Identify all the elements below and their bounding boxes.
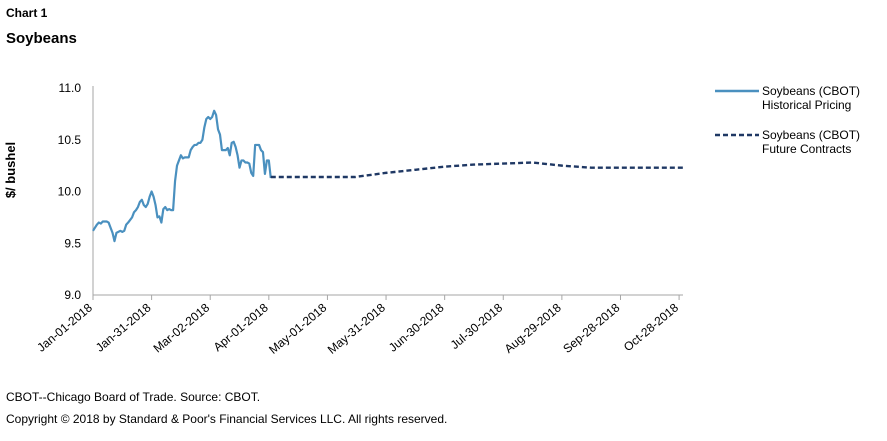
y-tick-label: 10.0	[58, 185, 82, 199]
chart-label: Chart 1	[6, 6, 48, 20]
series-line-historical	[92, 109, 272, 243]
legend-label-future-line2: Future Contracts	[762, 142, 852, 156]
source-note: CBOT--Chicago Board of Trade. Source: CB…	[6, 390, 261, 404]
chart-title: Soybeans	[6, 30, 77, 47]
x-tick-label: Jul-30-2018	[448, 300, 506, 352]
y-tick-label: 10.5	[58, 133, 82, 147]
legend-item-future: Soybeans (CBOT) Future Contracts	[712, 128, 887, 156]
x-tick-label: Mar-02-2018	[151, 300, 213, 355]
x-tick-label: Oct-28-2018	[621, 300, 681, 354]
legend: Soybeans (CBOT) Historical Pricing Soybe…	[712, 84, 887, 172]
legend-swatch-historical	[712, 84, 762, 98]
x-tick-label: May-01-2018	[266, 300, 329, 356]
legend-label-historical-line2: Historical Pricing	[762, 98, 852, 112]
x-tick-label: Aug-29-2018	[502, 300, 564, 356]
x-tick-label: Sep-28-2018	[560, 300, 622, 356]
x-tick-label: Jan-31-2018	[93, 300, 154, 354]
legend-item-historical: Soybeans (CBOT) Historical Pricing	[712, 84, 887, 112]
legend-label-future: Soybeans (CBOT) Future Contracts	[762, 128, 860, 156]
legend-label-future-line1: Soybeans (CBOT)	[762, 128, 861, 142]
legend-label-historical-line1: Soybeans (CBOT)	[762, 84, 861, 98]
series-line-future	[270, 161, 683, 179]
y-tick-label: 9.5	[64, 236, 81, 250]
legend-swatch-future	[712, 128, 762, 142]
y-tick-label: 9.0	[64, 288, 81, 302]
x-tick-label: Jun-30-2018	[386, 300, 447, 354]
legend-label-historical: Soybeans (CBOT) Historical Pricing	[762, 84, 860, 112]
copyright-note: Copyright © 2018 by Standard & Poor's Fi…	[6, 412, 448, 426]
series-layer	[92, 109, 683, 243]
y-tick-label: 11.0	[59, 81, 82, 95]
x-tick-label: Apr-01-2018	[211, 300, 271, 354]
x-tick-label: Jan-01-2018	[34, 300, 95, 354]
x-tick-label: May-31-2018	[325, 300, 388, 356]
